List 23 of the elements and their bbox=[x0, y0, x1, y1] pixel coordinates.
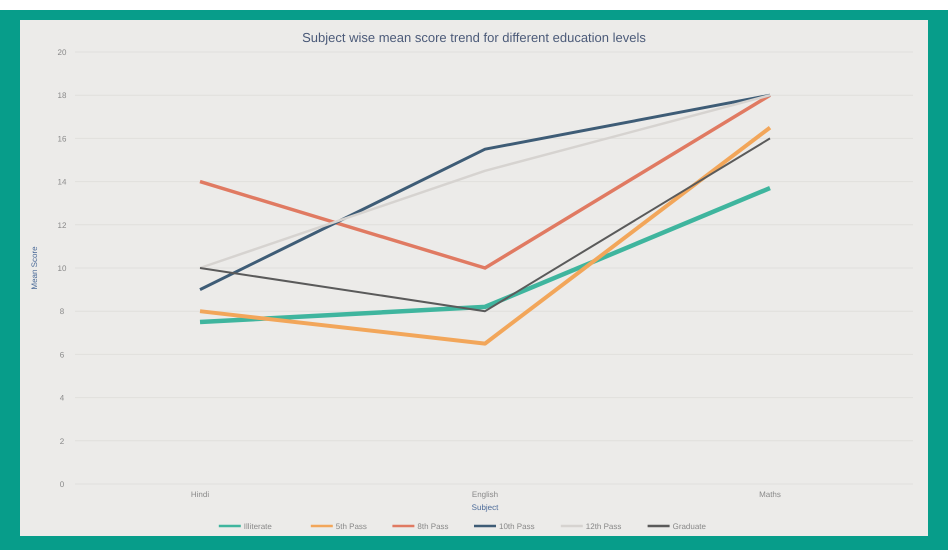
x-tick-label: Maths bbox=[759, 490, 781, 499]
y-tick-label: 14 bbox=[58, 178, 67, 187]
legend-label: 12th Pass bbox=[586, 522, 622, 531]
y-tick-label: 10 bbox=[58, 264, 67, 273]
legend-label: 8th Pass bbox=[417, 522, 449, 531]
x-axis-title: Subject bbox=[472, 503, 500, 512]
x-tick-label: English bbox=[472, 490, 498, 499]
y-tick-label: 12 bbox=[58, 220, 67, 230]
chart-title: Subject wise mean score trend for different education levels bbox=[302, 30, 646, 45]
y-tick-label: 8 bbox=[60, 307, 65, 316]
y-tick-label: 6 bbox=[60, 350, 65, 360]
legend-label: 5th Pass bbox=[336, 522, 367, 531]
y-axis-title: Mean Score bbox=[30, 246, 39, 290]
y-tick-label: 16 bbox=[58, 134, 67, 144]
y-tick-label: 4 bbox=[60, 394, 65, 403]
legend-label: Illiterate bbox=[244, 522, 272, 531]
y-tick-label: 18 bbox=[58, 91, 67, 100]
legend-label: 10th Pass bbox=[499, 522, 535, 531]
y-tick-label: 0 bbox=[60, 480, 65, 489]
legend-label: Graduate bbox=[672, 522, 707, 531]
y-tick-label: 20 bbox=[58, 48, 67, 57]
x-tick-label: Hindi bbox=[190, 490, 210, 499]
y-tick-label: 2 bbox=[60, 436, 65, 446]
